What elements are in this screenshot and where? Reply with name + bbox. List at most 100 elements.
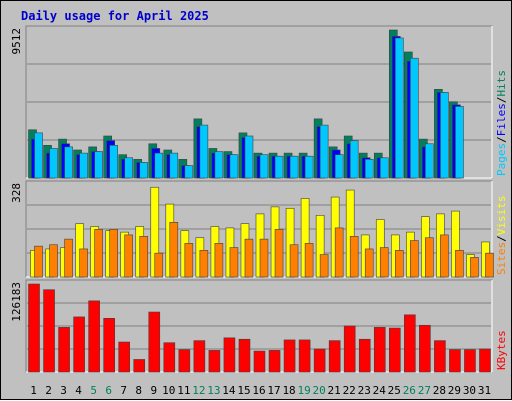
series-legend: KBytes: [495, 330, 508, 370]
bar-pages-day-19: [304, 155, 314, 179]
bar-kbytes-day-28: [434, 340, 446, 373]
bar-sites-day-22: [349, 236, 359, 278]
bar-sites-day-16: [259, 238, 269, 278]
bar-sites-day-6: [109, 229, 118, 278]
bar-kbytes-day-12: [193, 340, 206, 373]
bar-sites-day-30: [470, 257, 479, 278]
legend-files: Files: [495, 103, 508, 136]
bar-pages-day-14: [229, 154, 239, 179]
x-tick-label: 29: [448, 384, 461, 397]
bar-pages-day-17: [274, 155, 284, 179]
bar-kbytes-day-15: [238, 338, 251, 373]
x-tick-label: 8: [135, 384, 142, 397]
bar-pages-day-26: [410, 57, 419, 179]
legend-separator: /: [495, 97, 508, 104]
bar-pages-day-2: [49, 148, 58, 179]
bar-pages-day-6: [109, 145, 118, 179]
bar-kbytes-day-9: [148, 311, 161, 373]
bar-kbytes-day-16: [253, 350, 266, 373]
bar-kbytes-day-3: [58, 327, 70, 373]
x-tick-label: 3: [60, 384, 67, 397]
bar-sites-day-3: [64, 238, 73, 278]
bar-sites-day-31: [485, 252, 494, 278]
bar-sites-day-9: [154, 252, 164, 278]
bar-sites-day-11: [184, 243, 194, 278]
x-tick-label: 22: [343, 384, 356, 397]
bar-pages-day-29: [455, 106, 464, 179]
bar-sites-day-26: [410, 240, 419, 278]
bar-pages-day-28: [440, 92, 449, 179]
legend-separator: /: [495, 136, 508, 143]
bar-sites-day-28: [440, 234, 449, 278]
bar-sites-day-12: [199, 250, 209, 278]
bar-pages-day-10: [169, 152, 179, 179]
bar-sites-day-8: [139, 236, 149, 278]
x-tick-label: 10: [162, 384, 175, 397]
x-tick-label: 26: [403, 384, 416, 397]
bar-pages-day-11: [184, 165, 194, 179]
bar-kbytes-day-30: [464, 349, 476, 373]
y-max-label: 126183: [10, 282, 23, 322]
bar-pages-day-22: [349, 140, 359, 179]
bar-sites-day-4: [79, 248, 88, 278]
x-tick-label: 5: [90, 384, 97, 397]
bar-pages-day-21: [334, 154, 344, 179]
legend-visits: Visits: [495, 196, 508, 236]
bar-sites-day-20: [319, 254, 329, 278]
bar-kbytes-day-23: [358, 338, 371, 373]
x-tick-label: 18: [282, 384, 295, 397]
legend-kbytes: KBytes: [495, 330, 508, 370]
legend-sites: Sites: [495, 242, 508, 275]
bar-sites-day-24: [379, 247, 389, 278]
x-tick-label: 28: [433, 384, 446, 397]
bar-pages-day-15: [244, 135, 254, 179]
bar-sites-day-15: [244, 238, 254, 278]
series-legend: Sites/Visits: [495, 196, 508, 276]
bar-kbytes-day-11: [178, 349, 191, 373]
x-tick-label: 23: [358, 384, 371, 397]
bar-sites-day-5: [94, 229, 103, 278]
bar-sites-day-1: [34, 245, 43, 278]
bar-kbytes-day-2: [43, 289, 55, 373]
x-tick-label: 25: [388, 384, 401, 397]
bar-sites-day-19: [304, 243, 314, 278]
bar-kbytes-day-29: [449, 349, 461, 373]
bar-kbytes-day-27: [419, 324, 431, 373]
bar-kbytes-day-8: [133, 359, 146, 373]
bar-kbytes-day-21: [328, 340, 341, 373]
x-tick-label: 13: [207, 384, 220, 397]
x-tick-label: 14: [222, 384, 236, 397]
bar-pages-day-24: [379, 157, 389, 179]
bar-pages-day-4: [79, 152, 88, 179]
x-tick-label: 27: [418, 384, 431, 397]
panel-middle: 328 Sites/Visits: [10, 180, 508, 278]
bar-kbytes-day-26: [404, 314, 416, 373]
y-max-label: 9512: [10, 28, 23, 55]
bar-kbytes-day-4: [73, 316, 85, 373]
bar-pages-day-8: [139, 162, 149, 179]
x-tick-label: 11: [177, 384, 190, 397]
bar-kbytes-day-1: [28, 283, 40, 373]
bar-sites-day-7: [124, 234, 134, 278]
bar-pages-day-12: [199, 124, 209, 179]
x-tick-label: 15: [237, 384, 250, 397]
bar-sites-day-21: [334, 227, 344, 278]
x-tick-label: 6: [105, 384, 112, 397]
bar-kbytes-day-17: [268, 350, 281, 373]
bar-pages-day-16: [259, 154, 269, 179]
bar-pages-day-7: [124, 157, 134, 179]
bar-kbytes-day-18: [283, 339, 296, 373]
bar-sites-day-10: [169, 222, 179, 278]
bar-kbytes-day-14: [223, 337, 236, 373]
bar-kbytes-day-10: [163, 342, 176, 373]
bar-sites-day-25: [394, 250, 404, 278]
bar-sites-day-17: [274, 229, 284, 278]
bar-kbytes-day-19: [298, 339, 311, 373]
bar-pages-day-20: [319, 124, 329, 179]
bar-kbytes-day-31: [479, 348, 491, 373]
x-tick-label: 1: [30, 384, 37, 397]
x-tick-label: 31: [478, 384, 491, 397]
